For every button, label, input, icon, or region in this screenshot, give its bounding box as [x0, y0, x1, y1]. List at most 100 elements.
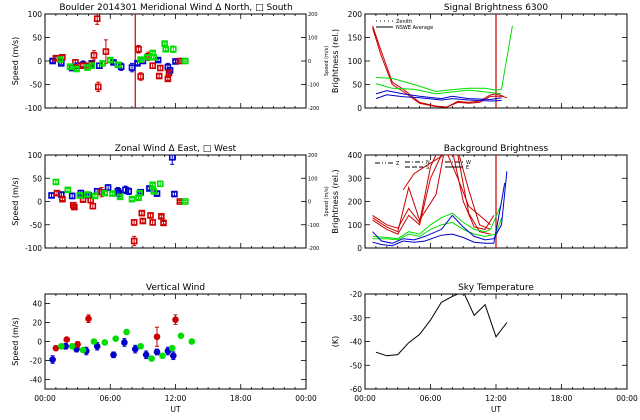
- data-point: [138, 209, 146, 217]
- data-point: [137, 342, 144, 350]
- data-point: [137, 56, 144, 63]
- legend-label: N: [426, 160, 430, 166]
- x-tick-label: 00:00: [34, 394, 56, 403]
- y-axis-label: (K): [331, 336, 340, 348]
- y2-tick-label: -200: [308, 106, 319, 112]
- data-point: [106, 56, 114, 64]
- data-point: [170, 352, 177, 360]
- data-point: [181, 57, 189, 65]
- y-tick-label: 200: [348, 10, 363, 19]
- data-point: [99, 60, 106, 67]
- series-green: [56, 40, 189, 73]
- y-tick-label: 100: [348, 221, 363, 230]
- data-point: [89, 202, 97, 210]
- series-line: [375, 90, 502, 101]
- plot-area: [49, 14, 189, 108]
- y-axis-label: Speed (m/s): [11, 317, 20, 366]
- data-point: [72, 59, 79, 66]
- y-tick-label: 300: [348, 174, 363, 183]
- series-blue-2: [372, 182, 506, 247]
- data-point: [53, 189, 61, 197]
- y2-tick-label: 100: [308, 176, 318, 182]
- y-tick-label: -20: [350, 290, 362, 299]
- y-tick-label: -100: [25, 104, 42, 113]
- data-point: [160, 219, 167, 227]
- data-point: [90, 52, 98, 59]
- data-point: [101, 339, 109, 346]
- y-tick-label: 0: [357, 104, 362, 113]
- data-point: [159, 352, 166, 360]
- y-tick-label: 400: [348, 151, 363, 160]
- data-point: [112, 335, 119, 342]
- series-line: [375, 83, 502, 95]
- plot-area: [48, 155, 189, 247]
- legend-label: E: [466, 165, 469, 171]
- x-tick-label: 18:00: [551, 394, 573, 403]
- data-point: [56, 56, 64, 63]
- data-point: [85, 315, 92, 323]
- data-point: [63, 336, 71, 343]
- series-line: [375, 94, 502, 102]
- y2-tick-label: -100: [308, 83, 319, 89]
- panel-skytemp: Sky Temperature -60 -50 -40 -30 -20 (K) 00:00 06…: [331, 283, 638, 414]
- series-line: [375, 294, 508, 357]
- chart-title: Signal Brightness 6300: [444, 3, 548, 13]
- series-green: [52, 178, 189, 205]
- y-tick-label: 50: [32, 174, 42, 183]
- chart-title: Boulder 2014301 Meridional Wind Δ North,…: [59, 3, 292, 13]
- chart-title: Sky Temperature: [458, 283, 534, 293]
- series-line: [372, 155, 495, 233]
- data-point: [188, 338, 196, 345]
- y-tick-label: 20: [32, 319, 42, 328]
- series-green-1: [372, 203, 502, 240]
- data-point: [76, 192, 84, 199]
- data-point: [68, 192, 76, 200]
- series-blue-1: [372, 171, 508, 244]
- series-blue-1: [375, 90, 502, 101]
- data-point: [150, 187, 158, 195]
- data-point: [114, 61, 122, 69]
- data-point: [93, 15, 101, 23]
- series-line: [375, 25, 513, 93]
- data-point: [135, 45, 142, 53]
- data-point: [153, 348, 161, 356]
- data-point: [162, 45, 170, 53]
- data-point: [130, 237, 138, 245]
- y2-tick-label: 100: [308, 36, 318, 42]
- legend-label: NSWE Average: [396, 25, 433, 31]
- y-tick-label: -50: [30, 221, 42, 230]
- data-point: [73, 65, 80, 73]
- data-point: [165, 69, 173, 77]
- x-tick-label: 12:00: [165, 394, 187, 403]
- y2-tick-label: 0: [308, 200, 311, 206]
- data-point: [84, 191, 91, 198]
- y2-tick-label: -100: [308, 223, 319, 229]
- y-axis-label: Brightness (rel.): [331, 29, 340, 93]
- data-point: [66, 63, 74, 70]
- y-tick-label: -100: [25, 244, 42, 253]
- data-point: [116, 193, 124, 201]
- y-tick-label: -40: [350, 338, 362, 347]
- data-point: [148, 355, 155, 362]
- y-tick-label: -30: [350, 314, 362, 323]
- y-tick-label: 0: [37, 198, 42, 207]
- y-tick-label: 200: [348, 198, 363, 207]
- x-tick-label: 00:00: [354, 394, 376, 403]
- data-point: [74, 341, 81, 348]
- y2-tick-label: 0: [308, 59, 311, 65]
- data-point: [58, 342, 65, 350]
- data-point: [131, 345, 139, 353]
- y-axis-label: Speed (m/s): [11, 177, 20, 226]
- y-axis-label: Speed (m/s): [11, 37, 20, 86]
- plot-area: [49, 314, 196, 364]
- series-red-3: [372, 155, 491, 235]
- data-point: [90, 338, 98, 345]
- data-point: [164, 75, 172, 83]
- y-tick-label: 100: [348, 57, 363, 66]
- data-point: [71, 203, 78, 211]
- y-tick-label: 100: [28, 151, 43, 160]
- y-tick-label: -20: [30, 357, 42, 366]
- data-point: [93, 342, 101, 350]
- x-tick-label: 00:00: [295, 394, 317, 403]
- series-red-2: [372, 25, 504, 108]
